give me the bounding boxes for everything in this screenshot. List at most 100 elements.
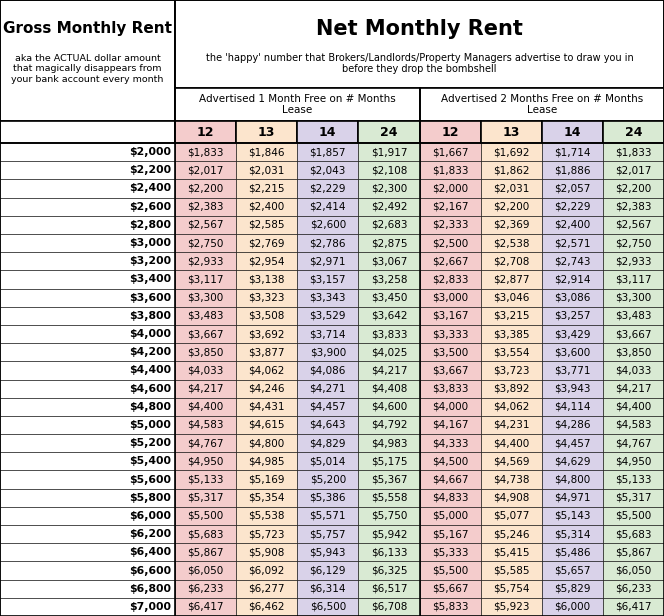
Text: $4,033: $4,033 [187,365,224,375]
Bar [297,434,359,452]
Bar [481,234,542,252]
Bar [0,452,175,471]
Text: $6,233: $6,233 [615,584,651,594]
Bar [481,561,542,580]
Text: $5,867: $5,867 [615,548,651,557]
Text: $5,314: $5,314 [554,529,590,539]
Text: $2,057: $2,057 [554,184,590,193]
Text: $4,833: $4,833 [432,493,468,503]
Bar [542,343,603,362]
Text: $5,317: $5,317 [187,493,224,503]
Bar [481,270,542,288]
Text: $2,414: $2,414 [309,201,346,212]
Bar [175,398,236,416]
Text: $2,383: $2,383 [615,201,651,212]
Bar [359,143,420,161]
Text: $3,833: $3,833 [432,384,468,394]
Text: $4,569: $4,569 [493,456,529,466]
Text: $4,767: $4,767 [187,438,224,448]
Text: $5,000: $5,000 [432,511,468,521]
Text: $3,117: $3,117 [615,275,651,285]
Bar [175,307,236,325]
Text: $4,767: $4,767 [615,438,651,448]
Text: $2,492: $2,492 [371,201,407,212]
Bar [297,598,359,616]
Bar [175,343,236,362]
Text: 14: 14 [564,126,581,139]
Text: $5,133: $5,133 [187,474,224,485]
Bar [236,234,297,252]
Text: 12: 12 [197,126,214,139]
Bar [359,252,420,270]
Text: $4,431: $4,431 [248,402,285,411]
Text: $4,908: $4,908 [493,493,529,503]
Bar [542,507,603,525]
Text: $2,400: $2,400 [554,220,590,230]
Text: $5,200: $5,200 [309,474,346,485]
Bar [603,452,664,471]
Text: $2,877: $2,877 [493,275,529,285]
Text: $2,031: $2,031 [248,165,285,176]
Bar [603,161,664,179]
Bar [175,0,664,88]
Text: $2,108: $2,108 [371,165,407,176]
Bar [481,471,542,488]
Bar [0,434,175,452]
Text: $1,667: $1,667 [432,147,468,157]
Bar [297,561,359,580]
Bar [0,288,175,307]
Text: $4,000: $4,000 [129,329,171,339]
Text: $4,985: $4,985 [248,456,285,466]
Text: $4,033: $4,033 [616,365,651,375]
Text: $6,325: $6,325 [371,565,407,575]
Bar [175,507,236,525]
Text: $3,529: $3,529 [309,311,346,321]
Text: $2,743: $2,743 [554,256,590,266]
Bar [420,398,481,416]
Bar [175,525,236,543]
Bar [0,325,175,343]
Text: $3,833: $3,833 [371,329,407,339]
Bar [542,288,603,307]
Text: $3,300: $3,300 [616,293,651,302]
Bar [603,143,664,161]
Text: $4,950: $4,950 [187,456,224,466]
Text: $5,683: $5,683 [187,529,224,539]
Text: $4,200: $4,200 [129,347,171,357]
Bar [481,488,542,507]
Text: $4,400: $4,400 [129,365,171,375]
Bar [297,488,359,507]
Text: $3,692: $3,692 [248,329,285,339]
Bar [603,362,664,379]
Bar [542,234,603,252]
Bar [481,598,542,616]
Bar [603,398,664,416]
Text: $4,231: $4,231 [493,420,529,430]
Text: $4,800: $4,800 [129,402,171,411]
Text: $3,508: $3,508 [248,311,285,321]
Text: 24: 24 [380,126,398,139]
Text: $3,117: $3,117 [187,275,224,285]
Text: $3,086: $3,086 [554,293,590,302]
Text: $1,846: $1,846 [248,147,285,157]
Bar [481,252,542,270]
Bar [359,488,420,507]
Bar [481,343,542,362]
Text: $3,046: $3,046 [493,293,529,302]
Text: $2,567: $2,567 [615,220,651,230]
Bar [420,179,481,198]
Text: the 'happy' number that Brokers/Landlords/Property Managers advertise to draw yo: the 'happy' number that Brokers/Landlord… [206,52,633,74]
Text: $5,133: $5,133 [615,474,651,485]
Text: $4,217: $4,217 [615,384,651,394]
Text: Gross Monthly Rent: Gross Monthly Rent [3,21,172,36]
Bar [0,525,175,543]
Text: $3,850: $3,850 [187,347,224,357]
Text: $1,833: $1,833 [615,147,651,157]
Bar [359,161,420,179]
Bar [420,252,481,270]
Bar [297,252,359,270]
Text: $6,000: $6,000 [129,511,171,521]
Text: $3,667: $3,667 [432,365,468,375]
Bar [603,307,664,325]
Text: $5,167: $5,167 [432,529,468,539]
